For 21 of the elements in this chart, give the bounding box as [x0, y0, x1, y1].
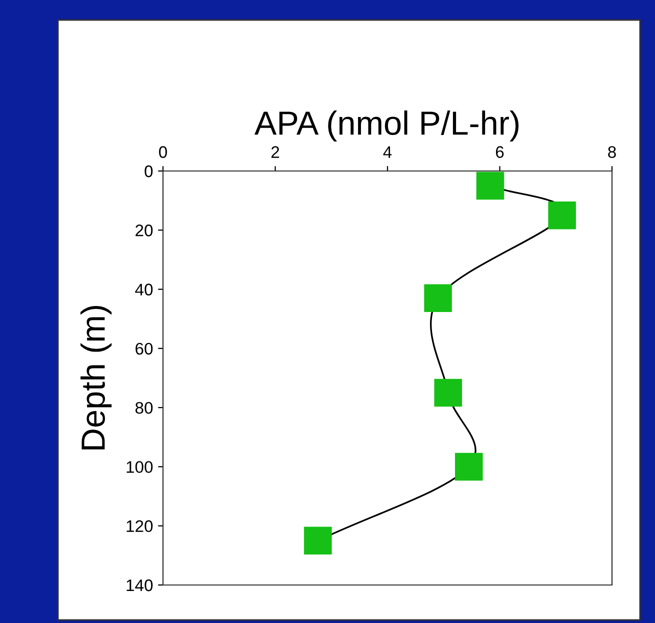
point [434, 378, 462, 407]
y-tick-label: 0 [144, 165, 153, 178]
y-tick-label: 140 [126, 579, 153, 592]
x-tick-label: 2 [271, 146, 280, 158]
x-axis-title: APA (nmol P/L-hr) [254, 110, 519, 142]
y-tick-label: 120 [126, 520, 153, 532]
y-tick-label: 40 [135, 284, 153, 296]
point [304, 526, 332, 555]
y-tick-label: 80 [135, 402, 153, 414]
point [424, 284, 452, 312]
y-tick-label: 60 [136, 342, 153, 355]
x-tick-label: 0 [159, 146, 167, 158]
y-tick-label: 20 [136, 224, 153, 236]
x-tick-label: 4 [383, 146, 392, 158]
point [476, 172, 504, 200]
y-axis-title: Depth (m) [80, 306, 112, 450]
x-tick-label: 6 [496, 146, 504, 158]
x-tick-label: 8 [608, 146, 616, 158]
y-tick-label: 100 [126, 461, 153, 473]
point [454, 452, 483, 481]
point [548, 201, 576, 230]
